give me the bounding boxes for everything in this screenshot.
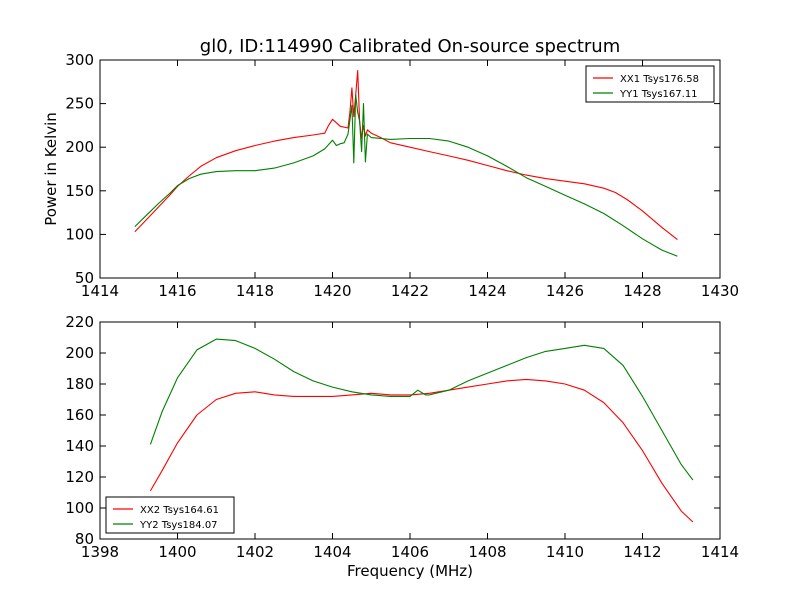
- chart2-xtick-label: 1408: [468, 543, 506, 561]
- chart2-xtick-label: 1412: [623, 543, 661, 561]
- chart1-ylabel: Power in Kelvin: [42, 112, 60, 226]
- chart2-ytick-label: 120: [65, 468, 94, 486]
- chart1-legend-label-2: YY1 Tsys167.11: [619, 89, 698, 100]
- chart1-xtick-label: 1426: [546, 282, 584, 300]
- chart2-xtick-label: 1400: [158, 543, 196, 561]
- chart2-ytick-label: 200: [65, 344, 94, 362]
- chart1-xtick-label: 1414: [81, 282, 119, 300]
- chart2-ytick-label: 80: [75, 530, 94, 548]
- chart1-xtick-label: 1428: [623, 282, 661, 300]
- chart2-ytick-label: 220: [65, 313, 94, 331]
- chart1-xtick-label: 1416: [158, 282, 196, 300]
- chart1-xtick-label: 1422: [391, 282, 429, 300]
- chart1-ytick-label: 200: [65, 138, 94, 156]
- chart2-series-1-line: [149, 378, 694, 523]
- chart2-legend-label-1: XX2 Tsys164.61: [140, 505, 219, 516]
- chart1-xtick-label: 1424: [468, 282, 506, 300]
- chart1-legend-box: [585, 65, 715, 103]
- chart1-ytick-label: 250: [65, 95, 94, 113]
- chart1-xtick-label: 1418: [236, 282, 274, 300]
- chart2-series-2-line: [149, 338, 694, 481]
- chart1-xtick-label: 1430: [701, 282, 739, 300]
- chart1-group: gl0, ID:114990 Calibrated On-source spec…: [42, 36, 739, 300]
- chart2-ytick-label: 160: [65, 406, 94, 424]
- chart1-ytick-label: 50: [75, 269, 94, 287]
- chart2-xtick-label: 1398: [81, 543, 119, 561]
- chart2-group: 1398 1400 1402 1404 1406 1408 1410 1412 1414 80 10…: [65, 313, 739, 580]
- chart2-ytick-label: 180: [65, 375, 94, 393]
- chart2-xtick-label: 1402: [236, 543, 274, 561]
- chart2-xtick-label: 1414: [701, 543, 739, 561]
- chart2-ytick-label: 100: [65, 499, 94, 517]
- chart2-legend-box: [105, 496, 235, 534]
- chart1-ytick-label: 300: [65, 51, 94, 69]
- chart1-ytick-label: 150: [65, 182, 94, 200]
- chart2-legend-label-2: YY2 Tsys184.07: [139, 520, 218, 531]
- chart2-legend: XX2 Tsys164.61 YY2 Tsys184.07: [105, 496, 235, 534]
- chart2-ytick-label: 140: [65, 437, 94, 455]
- chart2-xlabel: Frequency (MHz): [347, 562, 473, 580]
- chart2-xtick-label: 1404: [313, 543, 351, 561]
- chart1-legend: XX1 Tsys176.58 YY1 Tsys167.11: [585, 65, 715, 103]
- chart1-xtick-label: 1420: [313, 282, 351, 300]
- chart2-xtick-label: 1410: [546, 543, 584, 561]
- chart1-series-2-line: [134, 94, 678, 257]
- chart1-ytick-label: 100: [65, 225, 94, 243]
- chart2-xtick-label: 1406: [391, 543, 429, 561]
- chart1-title: gl0, ID:114990 Calibrated On-source spec…: [200, 36, 620, 57]
- chart1-legend-label-1: XX1 Tsys176.58: [620, 74, 699, 85]
